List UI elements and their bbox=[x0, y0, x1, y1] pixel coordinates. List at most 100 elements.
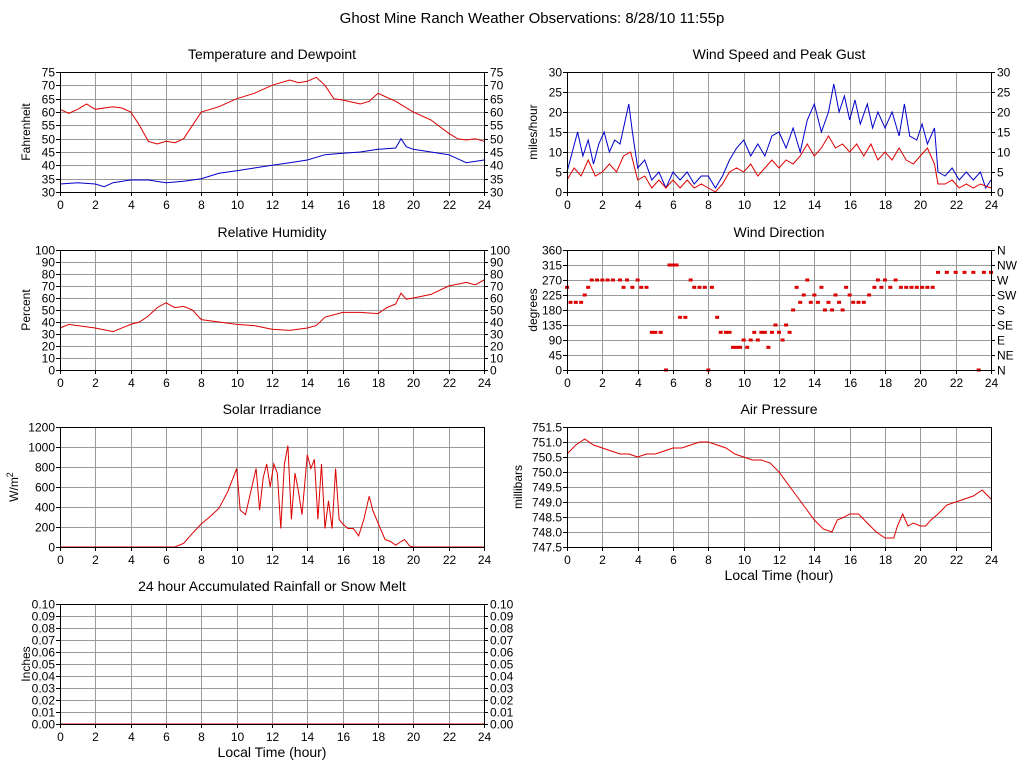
y-tick-label: 748.5 bbox=[532, 511, 562, 525]
direction-point bbox=[731, 345, 736, 349]
direction-point bbox=[773, 323, 778, 327]
direction-point bbox=[953, 270, 958, 274]
y-tick-label: 749.5 bbox=[532, 481, 562, 495]
x-tick-label: 2 bbox=[92, 730, 99, 744]
series-line-0 bbox=[566, 438, 992, 539]
x-tick-label: 12 bbox=[266, 553, 280, 567]
y-axis-label-superscript: 2 bbox=[5, 472, 15, 477]
x-tick-label: 16 bbox=[337, 198, 351, 212]
x-tick-label: 24 bbox=[478, 198, 492, 212]
x-tick-label: 2 bbox=[92, 198, 99, 212]
x-tick-label: 12 bbox=[773, 376, 787, 390]
x-tick-label: 22 bbox=[950, 553, 964, 567]
x-tick-label: 14 bbox=[808, 198, 822, 212]
chart-title: Air Pressure bbox=[740, 401, 817, 417]
plot-frame bbox=[567, 72, 992, 193]
right-tick-label: NW bbox=[997, 259, 1018, 273]
right-tick-label: 20 bbox=[997, 106, 1011, 120]
direction-point bbox=[621, 285, 626, 289]
direction-point bbox=[649, 330, 654, 334]
y-tick-label: 0 bbox=[555, 186, 562, 200]
direction-point bbox=[914, 285, 919, 289]
y-tick-label: 0.04 bbox=[32, 670, 56, 684]
y-tick-label: 100 bbox=[35, 244, 55, 258]
y-tick-label: 1000 bbox=[28, 441, 55, 455]
x-tick-label: 16 bbox=[844, 553, 858, 567]
x-tick-label: 22 bbox=[443, 553, 457, 567]
x-tick-label: 6 bbox=[163, 553, 170, 567]
y-tick-label: 20 bbox=[42, 340, 56, 354]
direction-point bbox=[709, 285, 714, 289]
x-tick-label: 16 bbox=[844, 376, 858, 390]
x-tick-label: 6 bbox=[163, 730, 170, 744]
y-tick-label: 360 bbox=[542, 244, 562, 258]
right-tick-label: 80 bbox=[490, 268, 504, 282]
y-tick-label: 55 bbox=[42, 119, 56, 133]
x-tick-label: 24 bbox=[985, 376, 999, 390]
y-axis-label-text: miles/hour bbox=[526, 104, 540, 159]
right-tick-label: 0.06 bbox=[490, 646, 514, 660]
series-line-0 bbox=[59, 279, 485, 333]
direction-point bbox=[837, 300, 842, 304]
plot-frame bbox=[60, 427, 485, 548]
direction-point bbox=[639, 285, 644, 289]
x-tick-label: 2 bbox=[599, 553, 606, 567]
x-tick-label: 8 bbox=[705, 198, 712, 212]
x-tick-label: 12 bbox=[266, 730, 280, 744]
x-tick-label: 8 bbox=[198, 553, 205, 567]
y-tick-label: 90 bbox=[42, 256, 56, 270]
direction-point bbox=[667, 263, 672, 267]
x-tick-label: 24 bbox=[985, 553, 999, 567]
direction-point bbox=[815, 300, 820, 304]
x-tick-label: 8 bbox=[198, 730, 205, 744]
x-tick-label: 8 bbox=[705, 553, 712, 567]
right-tick-label: 0.04 bbox=[490, 670, 514, 684]
y-tick-label: 10 bbox=[42, 352, 56, 366]
right-tick-label: S bbox=[997, 304, 1005, 318]
y-axis-label-text: Fahrenheit bbox=[19, 103, 33, 161]
right-tick-label: 0.07 bbox=[490, 634, 514, 648]
x-tick-label: 0 bbox=[564, 376, 571, 390]
direction-point bbox=[830, 308, 834, 312]
y-tick-label: 0 bbox=[555, 364, 562, 378]
x-tick-label: 16 bbox=[844, 198, 858, 212]
direction-point bbox=[819, 285, 824, 289]
y-tick-label: 15 bbox=[549, 126, 563, 140]
x-tick-label: 4 bbox=[128, 553, 135, 567]
y-tick-label: 10 bbox=[549, 146, 563, 160]
x-tick-label: 4 bbox=[635, 553, 642, 567]
x-tick-label: 6 bbox=[163, 198, 170, 212]
right-tick-label: 50 bbox=[490, 133, 504, 147]
x-tick-label: 22 bbox=[950, 376, 964, 390]
y-axis-label-text: Percent bbox=[19, 289, 33, 331]
x-tick-label: 20 bbox=[914, 198, 928, 212]
direction-point bbox=[741, 338, 746, 342]
x-tick-label: 10 bbox=[231, 553, 245, 567]
direction-point bbox=[930, 285, 935, 289]
x-tick-label: 10 bbox=[231, 198, 245, 212]
y-tick-label: 75 bbox=[42, 66, 56, 80]
right-tick-label: SW bbox=[997, 289, 1017, 303]
y-tick-label: 0.05 bbox=[32, 658, 56, 672]
y-tick-label: 50 bbox=[42, 304, 56, 318]
direction-point bbox=[658, 330, 663, 334]
x-tick-label: 22 bbox=[950, 198, 964, 212]
direction-point bbox=[888, 285, 893, 289]
x-tick-label: 14 bbox=[301, 376, 315, 390]
y-tick-label: 400 bbox=[35, 501, 55, 515]
direction-point bbox=[883, 278, 887, 282]
right-tick-label: 0.03 bbox=[490, 682, 514, 696]
x-tick-label: 4 bbox=[128, 376, 135, 390]
x-tick-label: 24 bbox=[478, 376, 492, 390]
x-tick-label: 4 bbox=[128, 730, 135, 744]
right-tick-label: 0.01 bbox=[490, 706, 514, 720]
right-tick-label: 5 bbox=[997, 166, 1004, 180]
x-tick-label: 24 bbox=[478, 730, 492, 744]
right-tick-label: 60 bbox=[490, 106, 504, 120]
x-tick-label: 18 bbox=[372, 730, 386, 744]
direction-point bbox=[697, 285, 702, 289]
